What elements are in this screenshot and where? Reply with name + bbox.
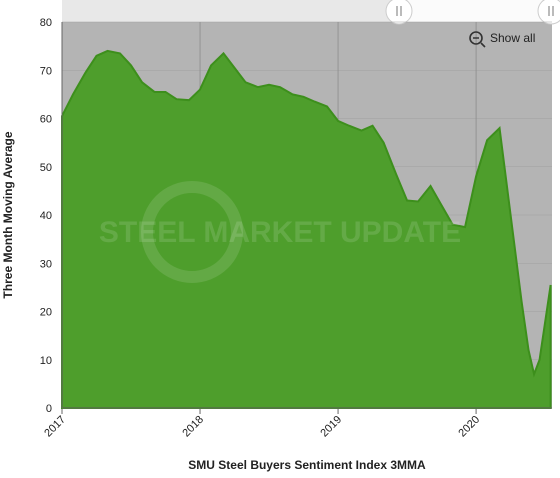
zoom-icon	[469, 31, 483, 45]
y-tick-label: 20	[40, 307, 52, 319]
x-tick-label: 2019	[318, 414, 344, 440]
y-tick-label: 0	[46, 403, 52, 415]
zoom-icon	[473, 37, 486, 48]
x-axis-title: SMU Steel Buyers Sentiment Index 3MMA	[188, 458, 426, 472]
watermark-logo	[141, 181, 243, 283]
y-tick-label: 80	[40, 17, 52, 29]
show-all-label[interactable]: Show all	[490, 31, 535, 45]
show-all-button[interactable]: Show all	[469, 31, 535, 48]
navigator-window[interactable]	[399, 0, 552, 22]
y-tick-label: 50	[40, 162, 52, 174]
y-tick-label: 60	[40, 114, 52, 126]
x-tick-label: 2018	[180, 414, 206, 440]
x-tick-label: 2017	[42, 414, 68, 440]
y-axis-title: Three Month Moving Average	[1, 131, 15, 298]
y-tick-label: 30	[40, 258, 52, 270]
navigator-handle[interactable]	[385, 0, 413, 25]
y-tick-label: 70	[40, 65, 52, 77]
y-tick-label: 40	[40, 210, 52, 222]
area	[61, 49, 552, 409]
y-tick-label: 10	[40, 355, 52, 367]
watermark: STEEL MARKET UPDATE	[99, 216, 461, 249]
handle-grip	[396, 6, 554, 16]
x-tick-label: 2020	[456, 414, 482, 440]
